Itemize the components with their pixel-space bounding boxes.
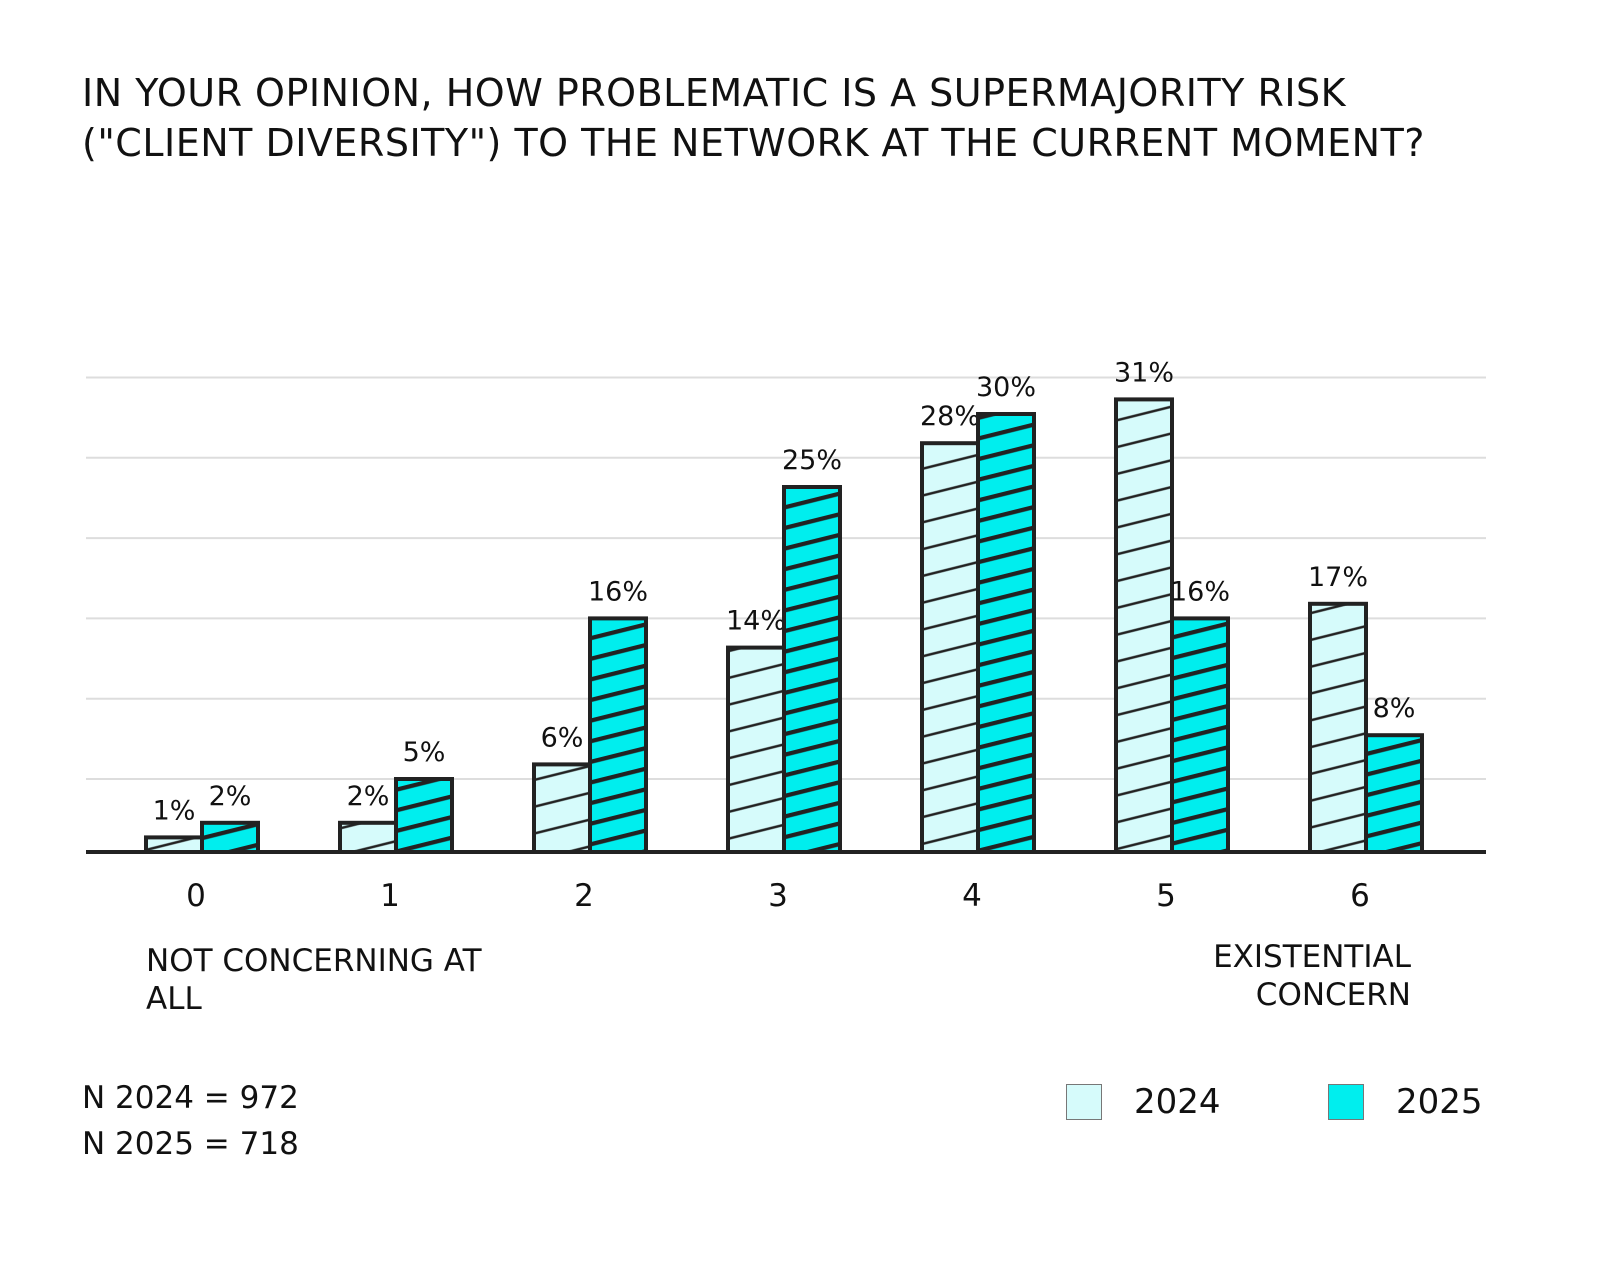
- data-label-2024-1: 2%: [347, 781, 390, 812]
- legend-swatch-2025: [1328, 1084, 1364, 1120]
- x-tick-label-2: 2: [574, 878, 594, 914]
- data-label-2025-0: 2%: [209, 781, 252, 812]
- data-label-2025-5: 16%: [1170, 576, 1230, 607]
- chart-title: In your opinion, how problematic is a su…: [82, 71, 1425, 165]
- data-label-2025-3: 25%: [782, 445, 842, 476]
- legend-label-2024: 2024: [1134, 1082, 1221, 1122]
- bar-2024-5: [1114, 397, 1174, 854]
- x-tick-label-1: 1: [380, 878, 400, 914]
- data-label-2024-2: 6%: [541, 722, 584, 753]
- bar-2025-2: [588, 616, 648, 855]
- bar-2024-3: [726, 645, 786, 854]
- data-label-2025-6: 8%: [1373, 693, 1416, 724]
- bar-2025-0: [200, 820, 260, 854]
- data-label-2024-5: 31%: [1114, 357, 1174, 388]
- bar-2025-5: [1170, 616, 1230, 855]
- bar-2025-3: [782, 485, 842, 854]
- x-tick-label-3: 3: [768, 878, 788, 914]
- data-label-2025-4: 30%: [976, 372, 1036, 403]
- legend-label-2025: 2025: [1396, 1082, 1483, 1122]
- legend-item-2025: 2025: [1328, 1082, 1483, 1122]
- sample-size-2025: N 2025 = 718: [82, 1126, 299, 1162]
- data-label-2025-2: 16%: [588, 576, 648, 607]
- data-label-2025-1: 5%: [403, 737, 446, 768]
- bar-2025-4: [976, 412, 1036, 854]
- scale-min-label: Not concerning at all: [146, 943, 482, 1017]
- x-tick-label-6: 6: [1350, 878, 1370, 914]
- sample-size-2024: N 2024 = 972: [82, 1080, 299, 1116]
- bar-2024-2: [532, 762, 592, 855]
- legend-swatch-2024: [1066, 1084, 1102, 1120]
- bar-2025-6: [1364, 733, 1424, 855]
- data-label-2024-6: 17%: [1308, 562, 1368, 593]
- x-tick-label-4: 4: [962, 878, 982, 914]
- scale-max-label: Existential concern: [1213, 939, 1411, 1013]
- x-tick-label-5: 5: [1156, 878, 1176, 914]
- data-label-2024-4: 28%: [920, 401, 980, 432]
- bar-2024-4: [920, 441, 980, 854]
- legend-item-2024: 2024: [1066, 1082, 1221, 1122]
- bar-2024-1: [338, 820, 398, 854]
- bar-2025-1: [394, 777, 454, 854]
- data-label-2024-0: 1%: [153, 795, 196, 826]
- x-tick-label-0: 0: [186, 878, 206, 914]
- bar-2024-0: [144, 835, 204, 855]
- sample-sizes: N 2024 = 972 N 2025 = 718: [82, 1075, 299, 1167]
- bar-2024-6: [1308, 601, 1368, 854]
- data-label-2024-3: 14%: [726, 606, 786, 637]
